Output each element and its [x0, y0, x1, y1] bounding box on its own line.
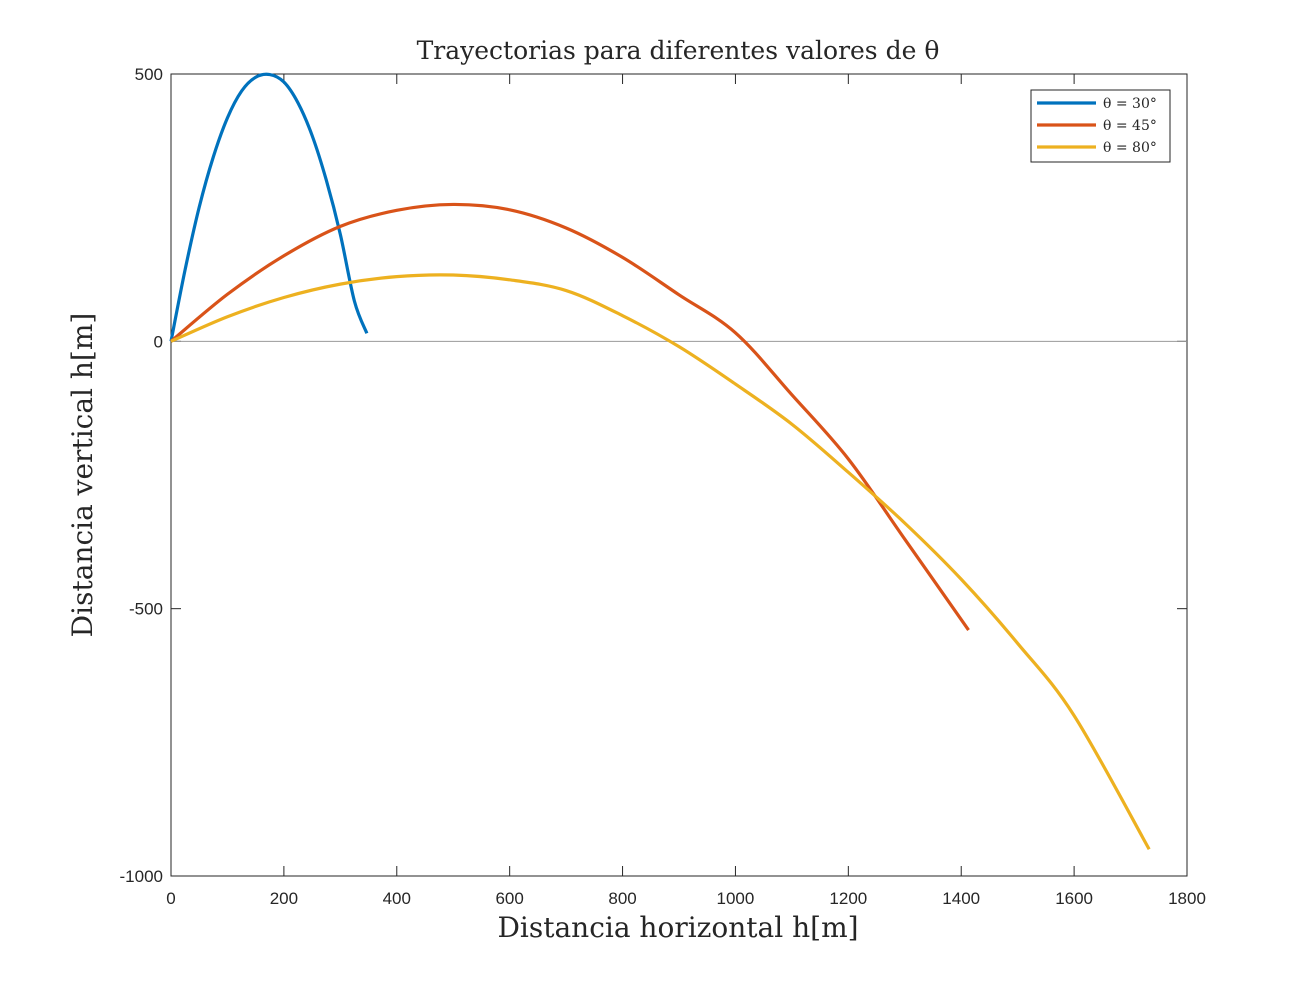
x-tick-label: 400 [383, 889, 411, 908]
legend-label-3: θ = 80° [1103, 140, 1157, 156]
x-tick-label: 800 [608, 889, 636, 908]
y-tick-label: 500 [135, 65, 163, 84]
x-tick-label: 1800 [1168, 889, 1206, 908]
series-lines [169, 72, 1151, 851]
legend: θ = 30° θ = 45° θ = 80° [1030, 89, 1171, 163]
series-line-2 [169, 202, 970, 631]
x-tick-label: 200 [270, 889, 298, 908]
x-tick-label: 1000 [717, 889, 755, 908]
y-tick-label: 0 [154, 332, 163, 351]
y-axis-label: Distancia vertical h[m] [66, 313, 99, 638]
x-tick-label: 1400 [942, 889, 980, 908]
legend-label-2: θ = 45° [1103, 118, 1157, 134]
plot-frame [170, 73, 1188, 877]
x-tick-label: 0 [166, 889, 175, 908]
y-tick-label: -1000 [120, 867, 163, 886]
series-line-1 [169, 72, 369, 342]
series-line-3 [170, 273, 1151, 851]
x-tick-label: 600 [495, 889, 523, 908]
x-axis-label: Distancia horizontal h[m] [497, 911, 858, 944]
axis-ticks: 0 200 400 600 800 1000 1200 1400 1600 1800 500 0 -50… [120, 65, 1206, 908]
x-tick-label: 1600 [1055, 889, 1093, 908]
x-tick-label: 1200 [829, 889, 867, 908]
chart-title: Trayectorias para diferentes valores de … [417, 36, 940, 65]
y-tick-label: -500 [129, 600, 163, 619]
legend-label-1: θ = 30° [1103, 96, 1157, 112]
